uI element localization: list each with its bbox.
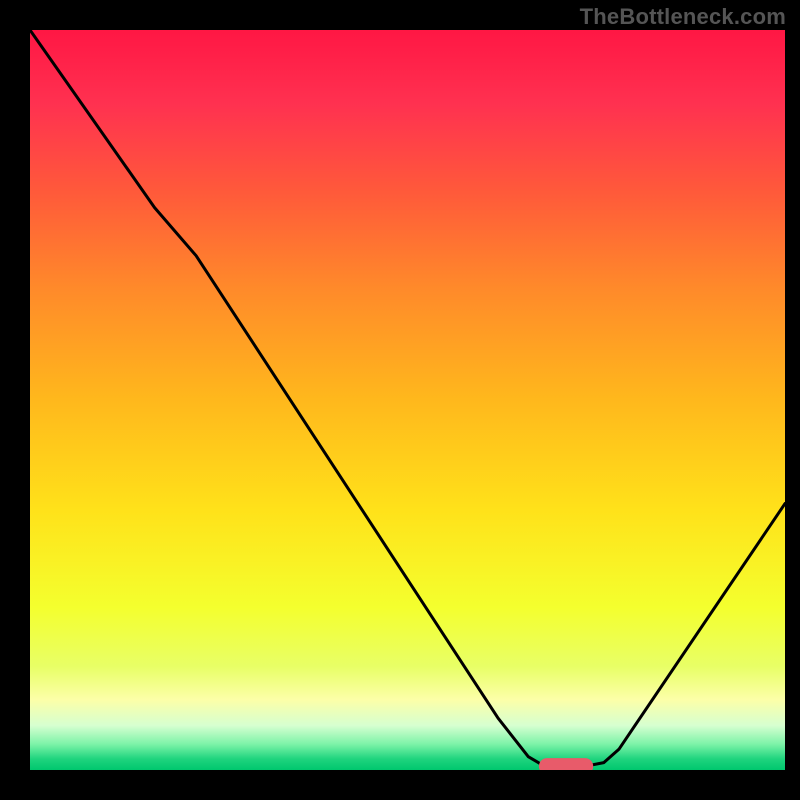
optimum-marker bbox=[539, 758, 593, 770]
bottleneck-curve-chart bbox=[30, 30, 785, 770]
watermark-text: TheBottleneck.com bbox=[580, 4, 786, 30]
plot-area bbox=[30, 30, 785, 770]
chart-frame: TheBottleneck.com bbox=[0, 0, 800, 800]
gradient-background bbox=[30, 30, 785, 770]
